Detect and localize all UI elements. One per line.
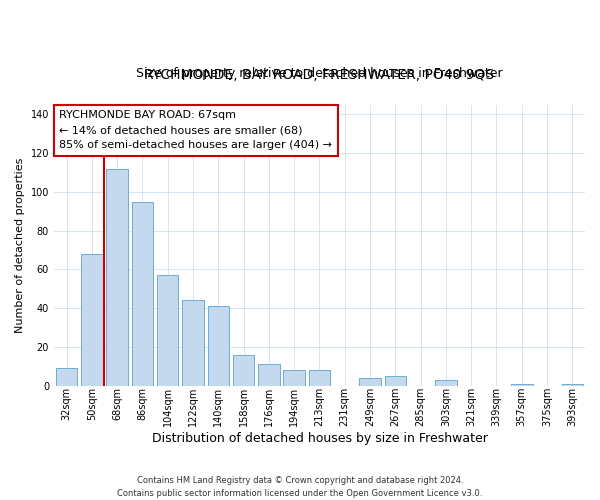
Bar (283, 370, 305, 386)
Bar (208, 306, 229, 386)
Bar (359, 378, 381, 386)
Bar (106, 168, 128, 386)
Bar (131, 202, 153, 386)
Bar (511, 384, 533, 386)
Bar (81, 254, 103, 386)
X-axis label: Distribution of detached houses by size in Freshwater: Distribution of detached houses by size … (152, 432, 487, 445)
Bar (233, 354, 254, 386)
Y-axis label: Number of detached properties: Number of detached properties (15, 158, 25, 333)
Bar (258, 364, 280, 386)
Title: Size of property relative to detached houses in Freshwater: Size of property relative to detached ho… (136, 67, 503, 80)
Bar (56, 368, 77, 386)
Text: RYCHMONDE, BAY ROAD, FRESHWATER, PO40 9QS: RYCHMONDE, BAY ROAD, FRESHWATER, PO40 9Q… (145, 68, 494, 82)
Bar (309, 370, 330, 386)
Bar (385, 376, 406, 386)
Bar (562, 384, 583, 386)
Text: RYCHMONDE BAY ROAD: 67sqm
← 14% of detached houses are smaller (68)
85% of semi-: RYCHMONDE BAY ROAD: 67sqm ← 14% of detac… (59, 110, 332, 150)
Bar (157, 276, 178, 386)
Text: Contains HM Land Registry data © Crown copyright and database right 2024.
Contai: Contains HM Land Registry data © Crown c… (118, 476, 482, 498)
Bar (435, 380, 457, 386)
Bar (182, 300, 204, 386)
